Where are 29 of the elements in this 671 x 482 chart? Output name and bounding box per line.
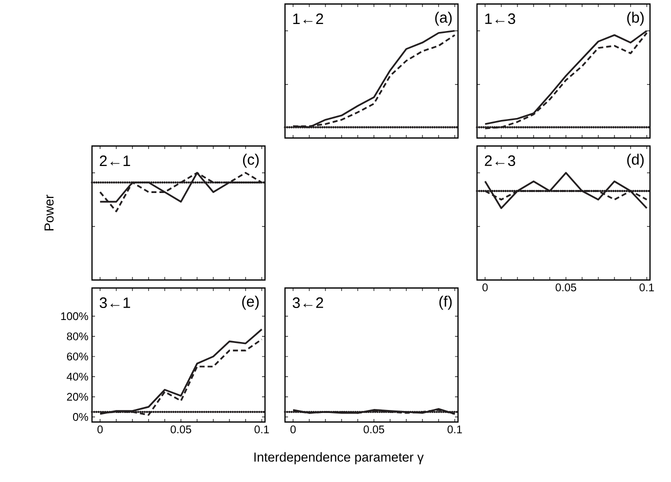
y-tick-label: 60% (67, 352, 88, 360)
annotation: 3←1 (100, 297, 130, 308)
x-axis-title: Interdependence parameter γ (254, 452, 424, 464)
text: 2←3 (484, 155, 516, 166)
x-tick-label: 0.05 (364, 426, 384, 434)
x-tick-label: 0.1 (254, 426, 269, 434)
x-tick-label: 0.05 (556, 284, 576, 292)
x-tick-label: 0 (482, 284, 488, 292)
y-tick-label: 20% (67, 392, 88, 401)
y-tick-label: 100% (61, 312, 88, 320)
x-tick-label: 0.1 (640, 284, 654, 292)
annotation: (f) (439, 296, 452, 310)
annotation: 3←2 (292, 297, 324, 308)
x-tick-label: 0.05 (170, 426, 192, 434)
text: 1←2 (293, 14, 324, 24)
text: (a) (435, 12, 452, 26)
text: (c) (243, 154, 259, 168)
text: 2←1 (100, 156, 130, 166)
x-tick-label: 0 (97, 426, 103, 434)
y-axis-title: Power (44, 194, 54, 230)
text: 1←3 (485, 13, 516, 24)
y-tick-label: 40% (66, 372, 88, 381)
annotation: (e) (242, 296, 259, 310)
y-tick-label: 80% (66, 332, 88, 340)
text: (d) (627, 154, 644, 168)
y-tick-label: 0% (73, 413, 88, 421)
text: (b) (627, 12, 644, 26)
x-tick-label: 0.1 (448, 426, 462, 434)
x-tick-label: 0 (290, 426, 296, 434)
